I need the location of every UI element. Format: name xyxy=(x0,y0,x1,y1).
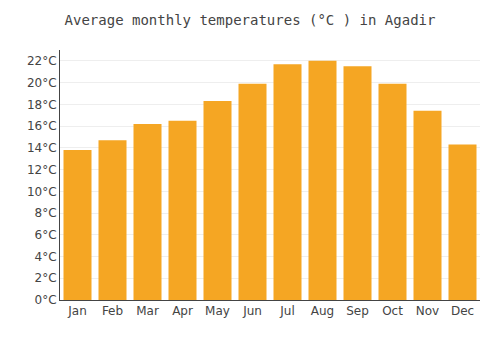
svg-text:Average monthly temperatures (: Average monthly temperatures (°C ) in Ag… xyxy=(65,12,436,28)
svg-text:Mar: Mar xyxy=(136,304,159,318)
svg-text:6°C: 6°C xyxy=(35,228,57,242)
svg-text:Nov: Nov xyxy=(416,304,439,318)
svg-text:Jun: Jun xyxy=(242,304,262,318)
svg-text:Dec: Dec xyxy=(451,304,474,318)
svg-text:12°C: 12°C xyxy=(27,163,57,177)
svg-text:16°C: 16°C xyxy=(27,119,57,133)
svg-text:Oct: Oct xyxy=(382,304,403,318)
svg-text:May: May xyxy=(205,304,230,318)
svg-text:14°C: 14°C xyxy=(27,141,57,155)
svg-text:10°C: 10°C xyxy=(27,185,57,199)
svg-text:0°C: 0°C xyxy=(35,293,57,307)
svg-text:Apr: Apr xyxy=(172,304,193,318)
svg-text:Sep: Sep xyxy=(346,304,369,318)
svg-text:Jan: Jan xyxy=(67,304,87,318)
svg-text:Aug: Aug xyxy=(311,304,334,318)
svg-text:20°C: 20°C xyxy=(27,76,57,90)
svg-text:8°C: 8°C xyxy=(35,206,57,220)
svg-text:Feb: Feb xyxy=(102,304,123,318)
svg-text:Jul: Jul xyxy=(279,304,294,318)
svg-text:22°C: 22°C xyxy=(27,54,57,68)
svg-text:2°C: 2°C xyxy=(35,271,57,285)
svg-text:4°C: 4°C xyxy=(35,250,57,264)
svg-text:18°C: 18°C xyxy=(27,98,57,112)
